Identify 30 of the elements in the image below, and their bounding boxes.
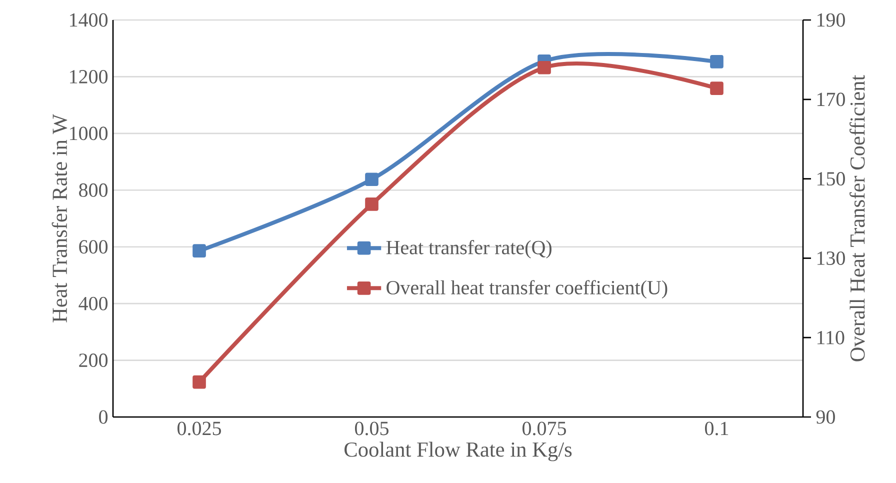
y2-axis-title: Overall Heat Transfer Coefficient [850, 74, 865, 362]
y-tick-label: 400 [78, 296, 108, 310]
y-tick-label: 1000 [70, 126, 108, 140]
y-tick-label: 800 [79, 183, 108, 197]
legend-label: Overall heat transfer coefficient(U) [386, 280, 668, 298]
y2-tick-label: 110 [817, 330, 844, 344]
y-tick-label: 1200 [70, 70, 108, 84]
point [710, 55, 724, 68]
y2-tick-label: 170 [817, 92, 845, 106]
x-tick-label: 0.05 [355, 422, 388, 436]
x-axis-title: Coolant Flow Rate in Kg/s [344, 442, 572, 462]
point [192, 375, 206, 389]
point [710, 82, 724, 95]
legend-label: Heat transfer rate(Q) [386, 240, 552, 258]
y-tick-label: 0 [99, 410, 108, 424]
y-tick-label: 1400 [70, 13, 108, 27]
y-tick-label: 200 [79, 354, 108, 368]
y2-tick-label: 130 [817, 251, 845, 265]
point [365, 172, 378, 186]
x-tick-label: 0.025 [178, 422, 221, 436]
y-axis-title: Heat Transfer Rate in W [52, 114, 68, 322]
y2-tick-label: 150 [817, 172, 845, 186]
y2-tick-label: 90 [816, 410, 835, 424]
x-tick-label: 0.1 [705, 422, 728, 436]
y-tick-label: 600 [79, 240, 108, 254]
point [538, 60, 551, 74]
point [192, 244, 206, 258]
y2-tick-label: 190 [817, 13, 845, 27]
point [365, 198, 378, 211]
x-tick-label: 0.075 [522, 422, 566, 436]
